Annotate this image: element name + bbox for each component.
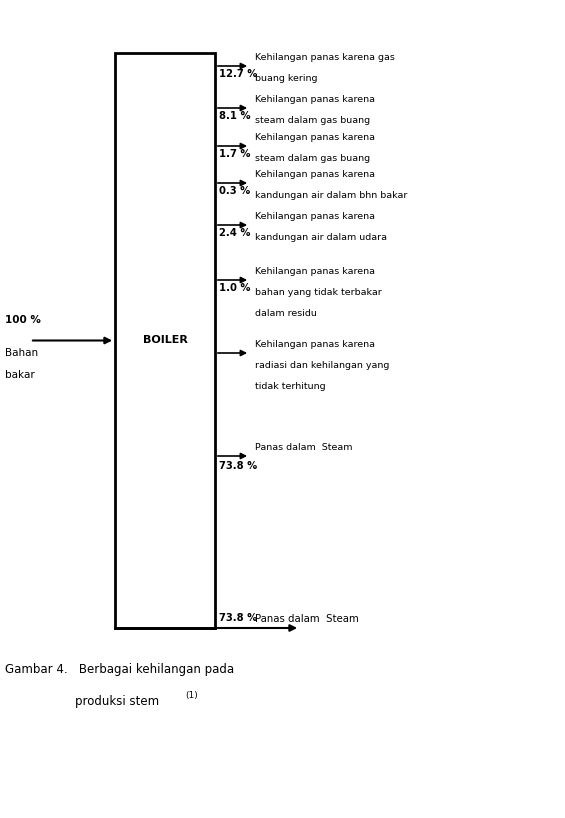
Bar <box>115 53 215 628</box>
Text: kandungan air dalam udara: kandungan air dalam udara <box>255 233 387 242</box>
Text: Gambar 4.   Berbagai kehilangan pada: Gambar 4. Berbagai kehilangan pada <box>5 663 234 676</box>
Text: BOILER: BOILER <box>142 335 188 345</box>
Text: Kehilangan panas karena gas: Kehilangan panas karena gas <box>255 53 395 62</box>
Text: Kehilangan panas karena: Kehilangan panas karena <box>255 170 375 179</box>
Text: Panas dalam  Steam: Panas dalam Steam <box>255 443 353 452</box>
Text: kandungan air dalam bhn bakar: kandungan air dalam bhn bakar <box>255 191 407 200</box>
Text: 100 %: 100 % <box>5 316 41 326</box>
Text: steam dalam gas buang: steam dalam gas buang <box>255 116 370 125</box>
Text: 2.4 %: 2.4 % <box>219 228 250 238</box>
Text: Panas dalam  Steam: Panas dalam Steam <box>255 614 359 624</box>
Text: Bahan: Bahan <box>5 348 38 358</box>
Text: bahan yang tidak terbakar: bahan yang tidak terbakar <box>255 288 382 297</box>
Text: 1.7 %: 1.7 % <box>219 149 250 159</box>
Text: 0.3 %: 0.3 % <box>219 186 250 196</box>
Text: bakar: bakar <box>5 371 35 380</box>
Text: Kehilangan panas karena: Kehilangan panas karena <box>255 95 375 104</box>
Text: 12.7 %: 12.7 % <box>219 69 258 79</box>
Text: produksi stem: produksi stem <box>75 695 159 708</box>
Text: 73.8 %: 73.8 % <box>219 461 257 471</box>
Text: 73.8 %: 73.8 % <box>219 613 257 623</box>
Text: buang kering: buang kering <box>255 74 318 83</box>
Text: Kehilangan panas karena: Kehilangan panas karena <box>255 212 375 221</box>
Text: Kehilangan panas karena: Kehilangan panas karena <box>255 340 375 349</box>
Text: 1.0 %: 1.0 % <box>219 283 250 293</box>
Text: Kehilangan panas karena: Kehilangan panas karena <box>255 267 375 276</box>
Text: dalam residu: dalam residu <box>255 309 317 318</box>
Text: steam dalam gas buang: steam dalam gas buang <box>255 154 370 163</box>
Text: radiasi dan kehilangan yang: radiasi dan kehilangan yang <box>255 361 389 370</box>
Text: Kehilangan panas karena: Kehilangan panas karena <box>255 133 375 142</box>
Text: 8.1 %: 8.1 % <box>219 111 251 121</box>
Text: tidak terhitung: tidak terhitung <box>255 382 325 391</box>
Text: (1): (1) <box>185 691 198 700</box>
